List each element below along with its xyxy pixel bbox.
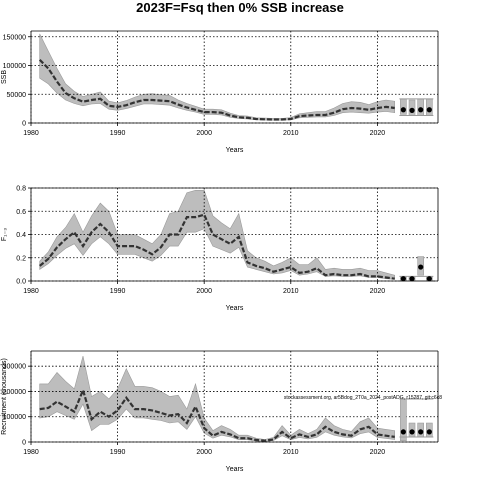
x-tick-label: 2020	[370, 130, 386, 137]
projection-point	[400, 107, 406, 113]
y-axis-label: F₁₋₃	[1, 228, 8, 241]
y-axis-label: Recruitment (thousands)	[1, 358, 8, 435]
projection-point	[418, 107, 424, 113]
y-tick-label: 100000	[3, 414, 26, 421]
x-tick-label: 2010	[283, 449, 299, 456]
x-tick-label: 2020	[370, 288, 386, 295]
projection-point	[426, 107, 432, 113]
x-tick-label: 1980	[23, 288, 39, 295]
x-tick-label: 1990	[110, 449, 126, 456]
x-tick-label: 1990	[110, 130, 126, 137]
y-tick-label: 100000	[3, 63, 26, 70]
x-tick-label: 2000	[196, 288, 212, 295]
y-tick-label: 0.0	[16, 279, 26, 286]
x-tick-label: 1990	[110, 288, 126, 295]
x-axis-label: Years	[226, 466, 244, 473]
projection-point	[418, 264, 424, 270]
projection-point	[426, 429, 432, 435]
x-tick-label: 1980	[23, 130, 39, 137]
x-tick-label: 2010	[283, 130, 299, 137]
x-tick-label: 2020	[370, 449, 386, 456]
x-tick-label: 2010	[283, 288, 299, 295]
chart-panel-2: 1980 1990 2000 2010 2020 0.0 0.2 0.4 0.6 0.8 Years…	[1, 186, 439, 312]
y-tick-label: 0.4	[16, 232, 26, 239]
y-tick-label: 0.8	[16, 186, 26, 193]
y-tick-label: 200000	[3, 389, 26, 396]
projection-point	[409, 429, 415, 435]
y-axis-label: SSB	[1, 70, 8, 84]
estimate-line	[39, 386, 395, 442]
x-axis-label: Years	[226, 147, 244, 154]
y-tick-label: 0	[22, 440, 26, 447]
projection-point	[400, 429, 406, 435]
y-tick-label: 0	[22, 121, 26, 128]
chart-panel-1: 1980 1990 2000 2010 2020 0 50000 100000 150000 Ye…	[1, 30, 439, 154]
page-title: 2023F=Fsq then 0% SSB increase	[136, 0, 344, 15]
projection-point	[400, 276, 406, 282]
x-tick-label: 2000	[196, 130, 212, 137]
projection-point	[426, 276, 432, 282]
y-tick-label: 150000	[3, 34, 26, 41]
chart-panel-3: 1980 1990 2000 2010 2020 0 100000 200000 300000 Y…	[1, 350, 442, 473]
estimate-line	[38, 59, 395, 121]
x-tick-label: 1980	[23, 449, 39, 456]
y-tick-label: 300000	[3, 364, 26, 371]
confidence-band	[39, 33, 395, 121]
y-tick-label: 0.6	[16, 209, 26, 216]
x-tick-label: 2000	[196, 449, 212, 456]
projection-point	[409, 276, 415, 282]
x-axis-label: Years	[226, 305, 244, 312]
projection-point	[409, 107, 415, 113]
projection-point	[418, 429, 424, 435]
y-tick-label: 50000	[7, 92, 27, 99]
y-tick-label: 0.2	[16, 255, 26, 262]
estimate-line	[39, 213, 395, 280]
annotation-text: stockassessment.org, ar5Bdog_2T0a_2024_p…	[284, 395, 442, 401]
